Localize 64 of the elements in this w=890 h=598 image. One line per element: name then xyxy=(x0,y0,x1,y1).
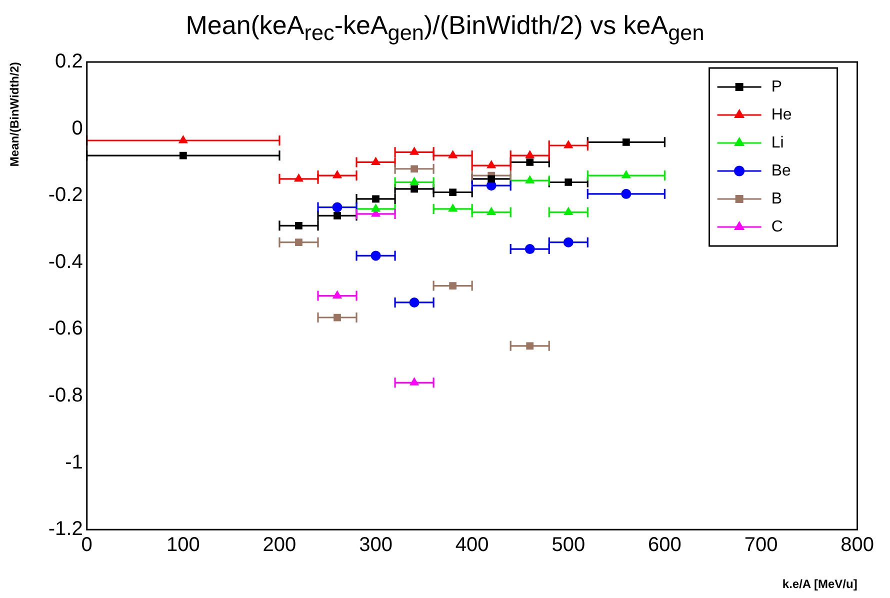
point xyxy=(410,185,418,193)
point xyxy=(371,157,380,165)
point xyxy=(410,177,419,185)
point xyxy=(563,237,574,248)
point xyxy=(370,250,381,261)
point xyxy=(488,175,496,183)
chart-title: Mean(keA$_{rec}$-keA$_{gen}$)/(BinWidth/2) vs keA$_{gen}$ xyxy=(184,10,706,46)
legend-label: B xyxy=(771,190,782,208)
y-tick-label: -1 xyxy=(65,451,83,474)
x-tick-label: 600 xyxy=(648,534,682,556)
x-tick-label: 700 xyxy=(744,534,778,556)
point xyxy=(295,238,302,246)
legend-label: Li xyxy=(771,134,784,152)
y-tick-label: -0.4 xyxy=(48,250,83,273)
point xyxy=(410,147,419,155)
point xyxy=(334,212,341,220)
point xyxy=(564,178,572,186)
x-tick-label: 500 xyxy=(552,534,586,556)
point xyxy=(371,204,380,212)
point xyxy=(332,170,342,178)
legend-label: Be xyxy=(771,162,791,180)
y-tick-label: 0.2 xyxy=(55,50,83,73)
point xyxy=(525,150,534,158)
point xyxy=(372,195,380,203)
point xyxy=(486,160,496,168)
point xyxy=(332,202,342,212)
point xyxy=(179,152,187,160)
point xyxy=(564,207,573,216)
point xyxy=(294,174,304,182)
x-tick-label: 800 xyxy=(840,534,874,556)
x-tick-label: 200 xyxy=(262,534,296,556)
point xyxy=(178,135,188,144)
legend-label: He xyxy=(771,106,792,124)
y-axis-title: Mean/(BinWidth/2) xyxy=(8,62,22,167)
point xyxy=(622,170,631,178)
point xyxy=(564,140,573,148)
point xyxy=(448,150,458,158)
point xyxy=(449,188,457,196)
point xyxy=(622,138,630,146)
point xyxy=(409,297,420,308)
y-tick-label: -0.2 xyxy=(48,184,83,206)
y-tick-label: -0.8 xyxy=(48,384,83,407)
x-tick-label: 300 xyxy=(359,534,392,556)
point xyxy=(334,314,341,322)
y-tick-label: 0 xyxy=(72,117,83,140)
point xyxy=(332,290,342,299)
point xyxy=(448,204,458,212)
point xyxy=(449,282,457,290)
x-tick-label: 400 xyxy=(455,534,489,556)
point xyxy=(524,244,535,254)
legend-label: C xyxy=(771,218,783,236)
point xyxy=(525,176,534,184)
point xyxy=(486,207,496,216)
point xyxy=(410,378,419,386)
x-axis-title: k.e/A [MeV/u] xyxy=(782,577,858,592)
y-tick-label: -1.2 xyxy=(48,518,83,540)
y-tick-label: -0.6 xyxy=(48,318,83,340)
point xyxy=(621,188,632,199)
x-tick-label: 100 xyxy=(166,534,200,556)
point xyxy=(526,158,534,166)
point xyxy=(410,165,418,173)
point xyxy=(526,342,534,350)
legend-label: P xyxy=(771,78,782,96)
point xyxy=(295,222,302,230)
